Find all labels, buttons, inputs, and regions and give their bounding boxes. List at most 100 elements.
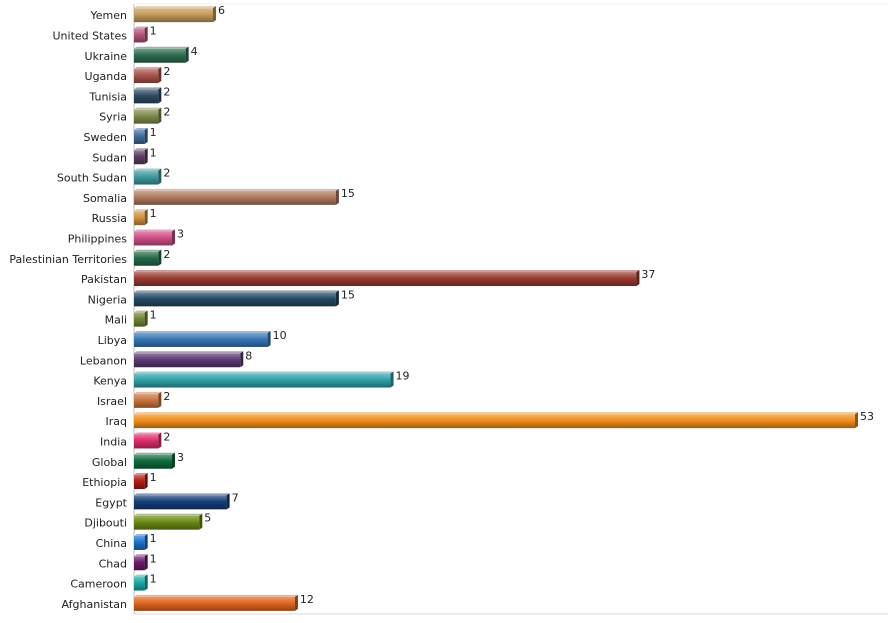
- bar-sudan: [134, 148, 148, 165]
- bar-nigeria: [134, 290, 339, 307]
- bar-side: [158, 67, 162, 84]
- bar-russia: [134, 209, 148, 226]
- bar-side: [185, 46, 189, 63]
- bar-south-sudan: [134, 168, 162, 185]
- value-label: 53: [860, 410, 874, 423]
- value-label: 3: [177, 451, 184, 464]
- bar-side: [855, 412, 858, 429]
- category-label: Kenya: [93, 375, 127, 388]
- bar-face: [134, 576, 145, 591]
- bar-tunisia: [134, 87, 162, 104]
- bar-side: [158, 168, 162, 185]
- bar-side: [144, 127, 148, 144]
- bar-face: [134, 312, 145, 327]
- value-label: 2: [163, 248, 170, 261]
- value-label: 1: [150, 24, 157, 37]
- category-label: Ukraine: [85, 50, 128, 63]
- category-label: Iraq: [106, 415, 128, 428]
- bar-side: [335, 290, 339, 307]
- value-label: 37: [641, 268, 655, 281]
- category-label: Global: [92, 456, 127, 469]
- value-label: 2: [163, 167, 170, 180]
- value-label: 1: [150, 552, 157, 565]
- bar-uganda: [134, 67, 162, 84]
- bar-side: [144, 554, 148, 571]
- value-label: 1: [150, 532, 157, 545]
- value-label: 15: [341, 288, 355, 301]
- bar-cameroon: [134, 574, 148, 591]
- bar-top: [134, 574, 148, 577]
- bar-face: [134, 495, 227, 510]
- bar-side: [212, 6, 216, 23]
- bar-pakistan: [134, 270, 640, 287]
- chart-axes: [133, 3, 888, 615]
- bar-top: [134, 330, 271, 333]
- bar-yemen: [134, 6, 216, 23]
- bar-syria: [134, 107, 162, 124]
- value-label: 3: [177, 227, 184, 240]
- bar-top: [134, 249, 162, 252]
- bar-top: [134, 473, 148, 476]
- bar-top: [134, 310, 148, 313]
- bar-united-states: [134, 26, 148, 43]
- category-label: Djibouti: [84, 517, 127, 530]
- bar-side: [226, 493, 230, 510]
- value-label: 2: [163, 65, 170, 78]
- bar-face: [134, 475, 145, 490]
- value-label: 5: [204, 512, 211, 525]
- bar-face: [134, 211, 145, 226]
- value-label: 8: [245, 349, 252, 362]
- value-label: 1: [150, 126, 157, 139]
- value-label: 1: [150, 146, 157, 159]
- bar-top: [134, 107, 162, 110]
- category-label: Chad: [99, 557, 127, 570]
- bar-face: [134, 89, 159, 104]
- category-label: Ethiopia: [82, 476, 127, 489]
- bar-djibouti: [134, 513, 203, 530]
- bar-top: [134, 493, 230, 496]
- bar-libya: [134, 330, 271, 347]
- category-label: Syria: [99, 111, 127, 124]
- bar-egypt: [134, 493, 230, 510]
- bar-face: [134, 373, 391, 388]
- bar-top: [134, 188, 339, 191]
- bar-top: [134, 351, 244, 354]
- bar-china: [134, 533, 148, 550]
- bar-face: [134, 332, 268, 347]
- bar-top: [134, 594, 298, 597]
- category-label: Egypt: [95, 496, 127, 509]
- bar-top: [134, 270, 640, 273]
- bar-face: [134, 28, 145, 43]
- value-label: 2: [163, 106, 170, 119]
- bar-ukraine: [134, 46, 189, 63]
- category-label: Philippines: [68, 232, 128, 245]
- bar-side: [158, 107, 162, 124]
- bar-side: [144, 310, 148, 327]
- category-label: Lebanon: [80, 354, 127, 367]
- bar-top: [134, 229, 175, 232]
- category-label: Russia: [92, 212, 127, 225]
- bar-side: [294, 594, 298, 611]
- bar-face: [134, 48, 186, 63]
- bar-top: [134, 87, 162, 90]
- bar-face: [134, 231, 172, 246]
- value-label: 19: [396, 370, 410, 383]
- bar-face: [134, 170, 159, 185]
- category-label: China: [96, 537, 127, 550]
- value-label: 2: [163, 85, 170, 98]
- value-label: 1: [150, 207, 157, 220]
- chart-bars: [134, 6, 858, 611]
- category-label: Sudan: [92, 151, 127, 164]
- bar-top: [134, 168, 162, 171]
- bar-side: [144, 26, 148, 43]
- bar-side: [171, 229, 175, 246]
- bar-side: [390, 371, 394, 388]
- bar-face: [134, 129, 145, 144]
- category-label: Libya: [98, 334, 127, 347]
- bar-top: [134, 533, 148, 536]
- bar-side: [636, 270, 640, 287]
- value-label: 4: [191, 45, 198, 58]
- bar-side: [144, 209, 148, 226]
- chart-labels: Yemen 6 United States 1 Ukraine 4 Uganda 2 Tunis…: [9, 4, 874, 611]
